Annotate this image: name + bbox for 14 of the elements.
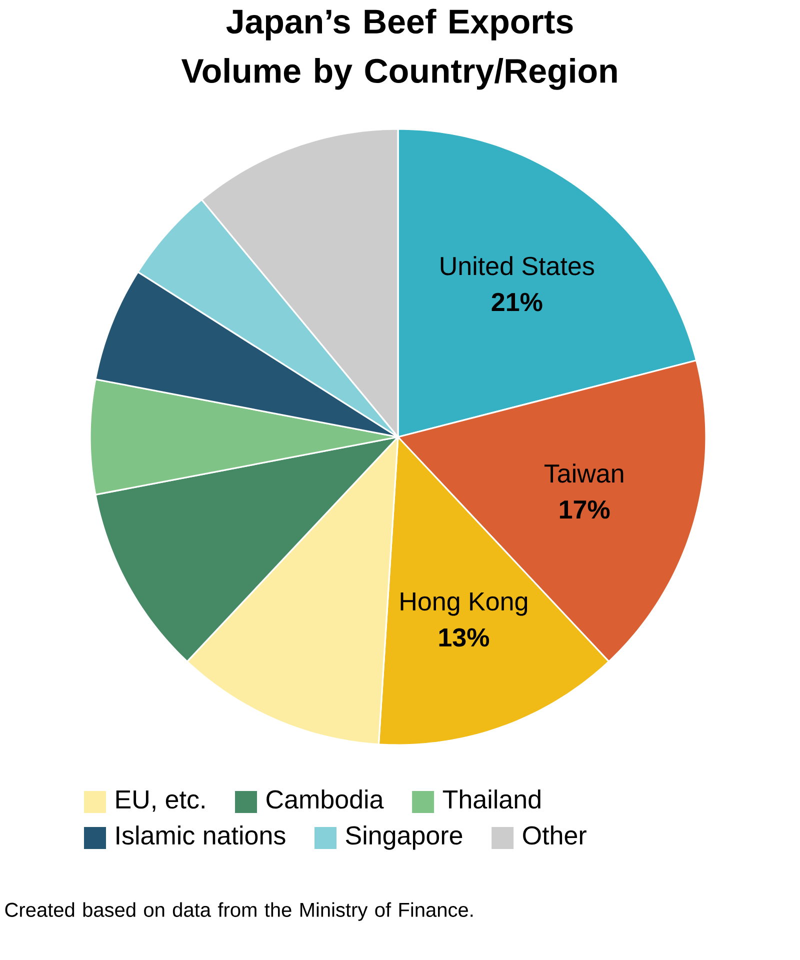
legend-label: Islamic nations bbox=[116, 826, 286, 845]
chart-title: Japan’s Beef Exports Volume by Country/Region bbox=[181, 8, 617, 90]
slice-label: United States bbox=[440, 256, 594, 276]
legend-label: Other bbox=[523, 826, 586, 845]
text: Created based on data from the Ministry of Finance. bbox=[5, 902, 473, 921]
legend-label: Thailand bbox=[442, 790, 540, 809]
legend-label: Singapore bbox=[346, 826, 462, 850]
slice-label: Taiwan bbox=[544, 464, 624, 483]
legend-label: Cambodia bbox=[266, 790, 384, 809]
data-label: 17% bbox=[560, 500, 610, 519]
data-label: 21% bbox=[492, 292, 542, 312]
slice-label: Hong Kong bbox=[400, 592, 528, 616]
data-label: 13% bbox=[439, 628, 490, 647]
legend-label: EU, etc. bbox=[116, 790, 204, 812]
